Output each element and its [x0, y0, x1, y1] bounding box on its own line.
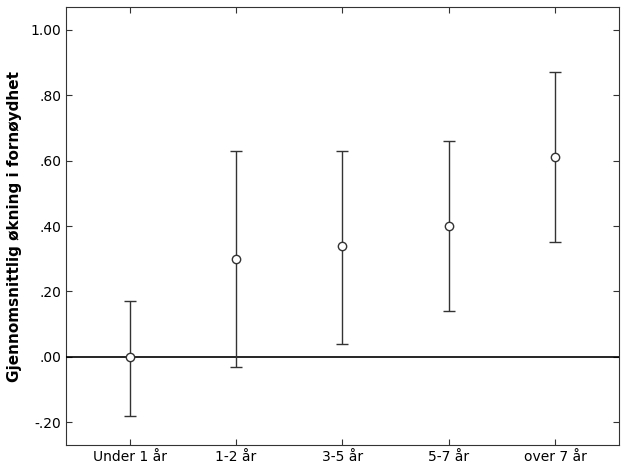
Y-axis label: Gjennomsnittlig økning i fornøydhet: Gjennomsnittlig økning i fornøydhet [7, 71, 22, 382]
